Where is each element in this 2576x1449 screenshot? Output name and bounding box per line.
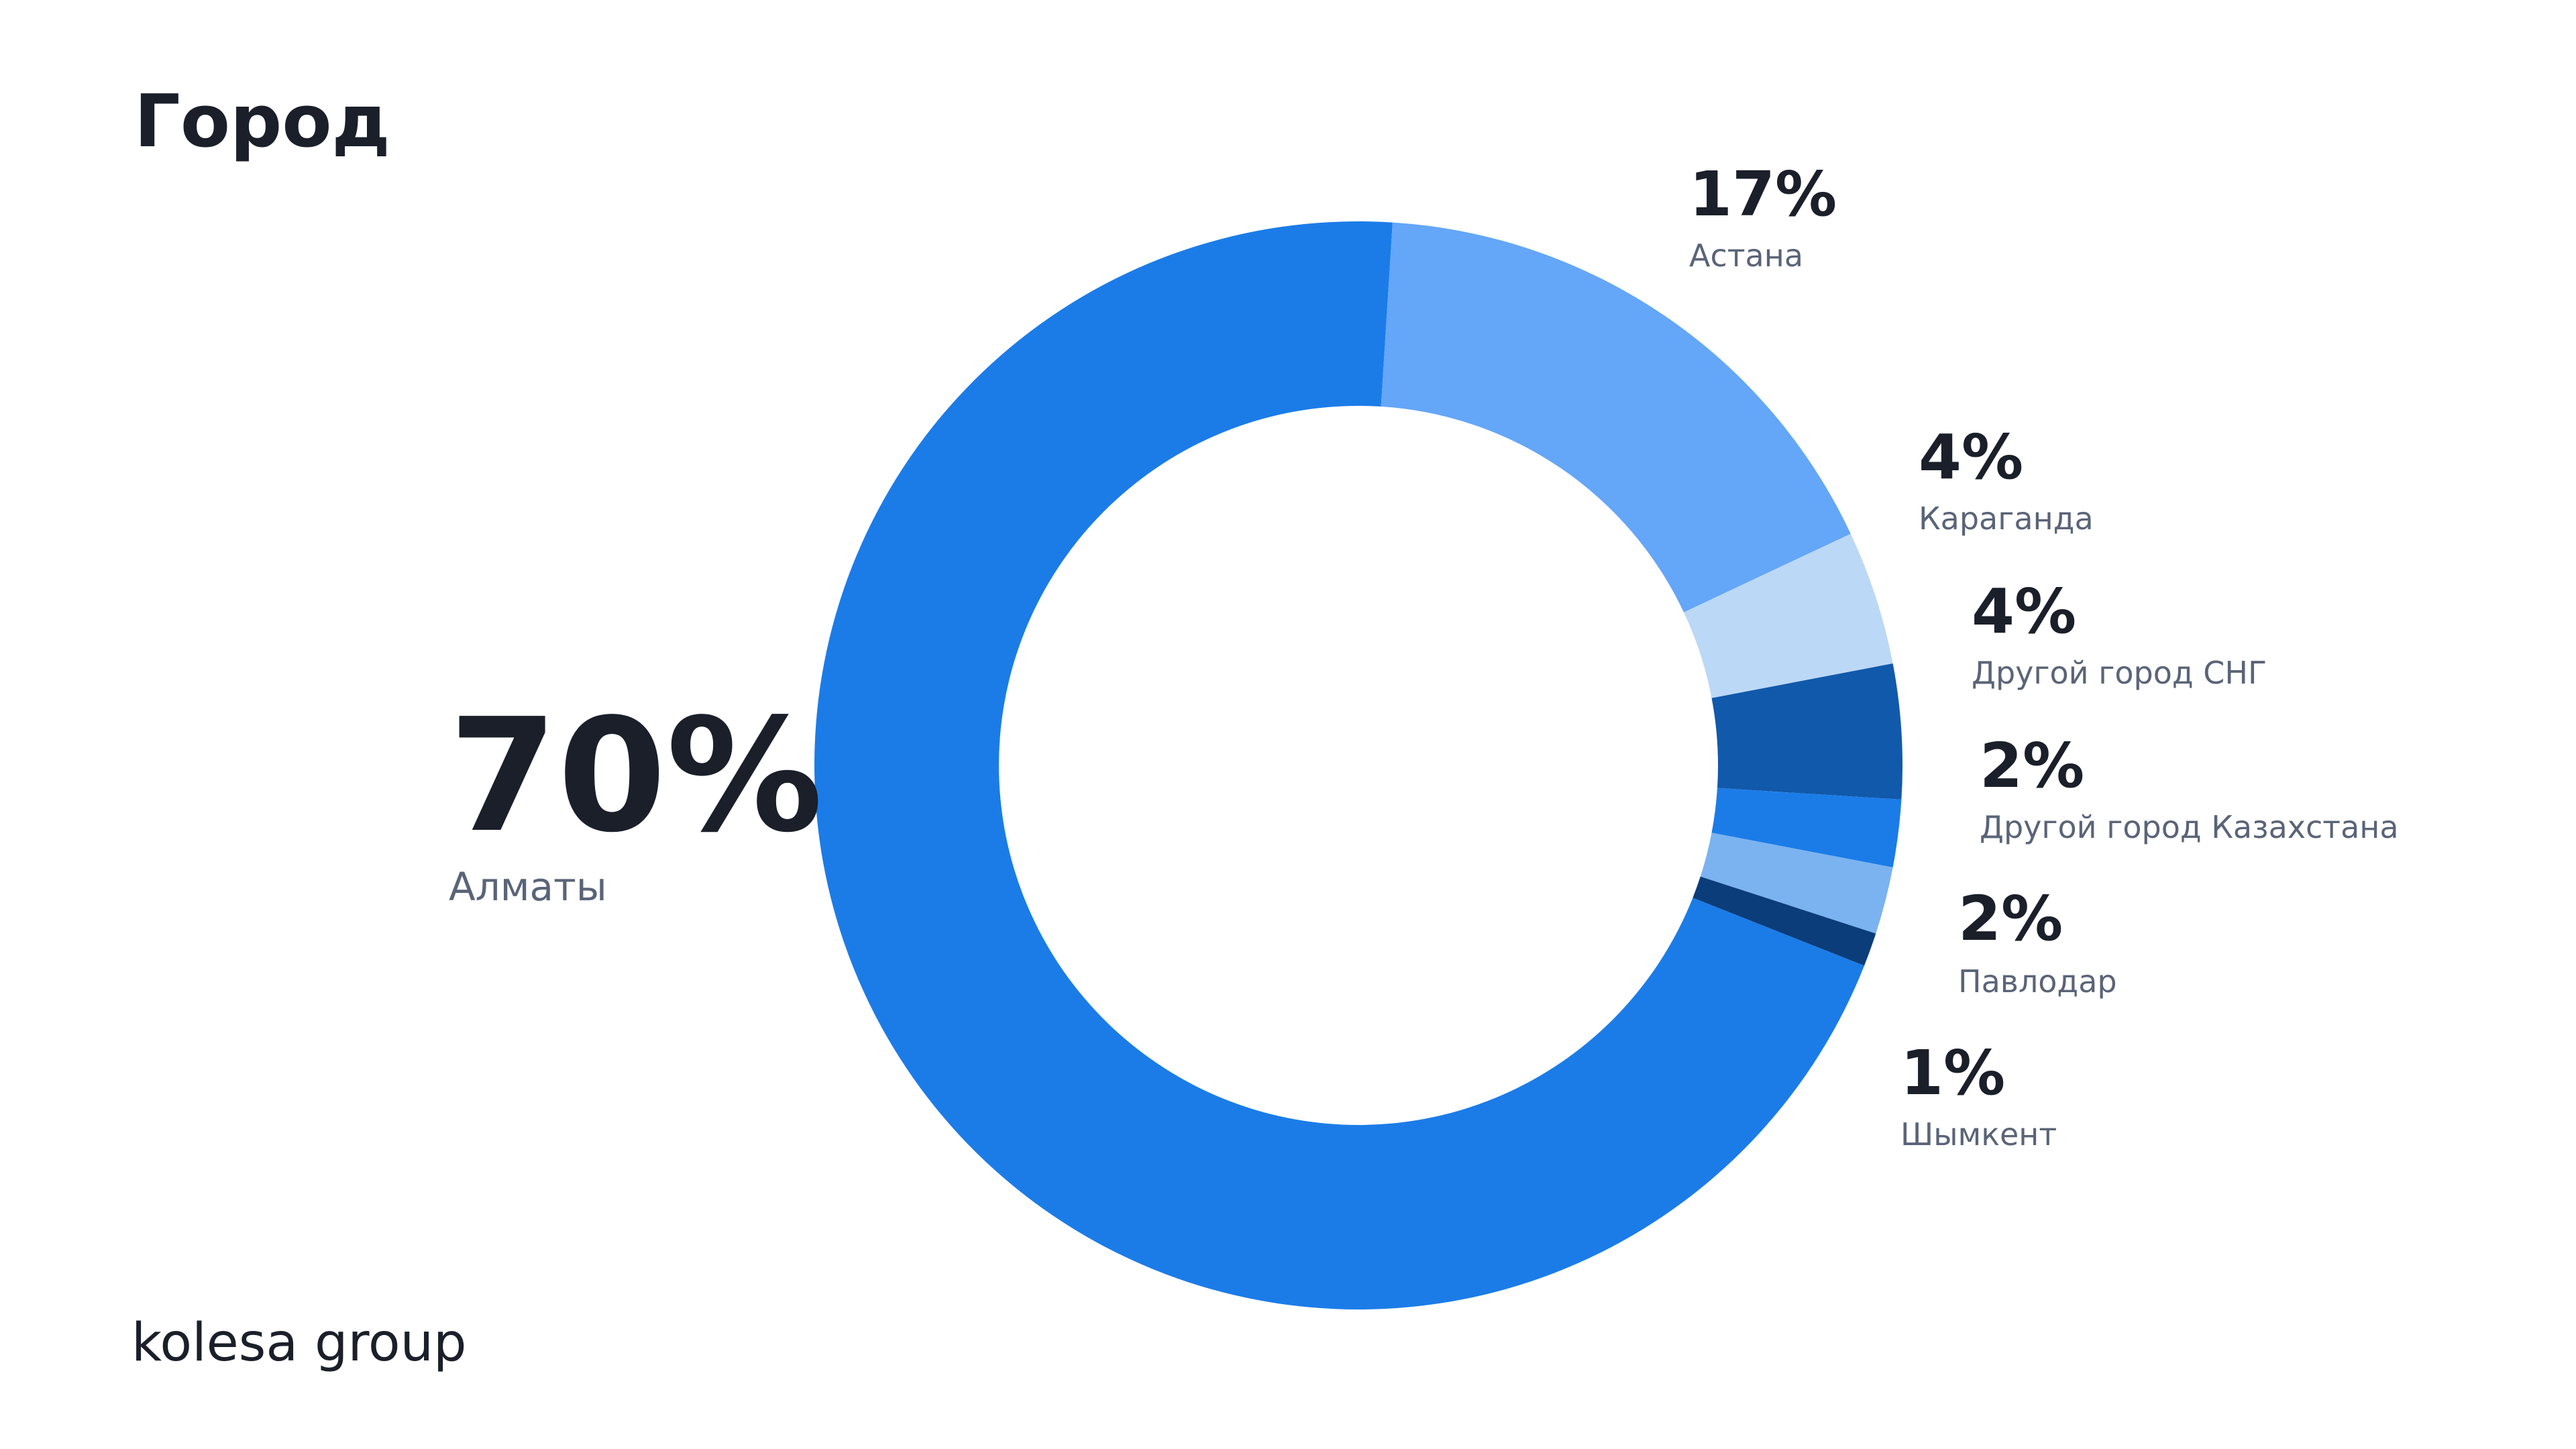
donut-segment [1711, 663, 1902, 800]
donut-segment [1381, 222, 1851, 612]
data-label: 17% [1689, 158, 1837, 230]
data-label: 4% [1919, 421, 2023, 493]
donut-segment [1700, 833, 1893, 934]
category-label: Другой город СНГ [1972, 655, 2267, 691]
category-label: Алматы [449, 864, 607, 910]
donut-segment [1683, 533, 1893, 698]
data-label: 1% [1900, 1037, 2005, 1109]
data-label: 70% [449, 685, 823, 867]
donut-segment [1693, 876, 1876, 966]
category-label: Павлодар [1958, 963, 2117, 1000]
data-label: 4% [1972, 576, 2076, 647]
chart-title: Город [134, 80, 390, 164]
data-label: 2% [1958, 883, 2063, 955]
category-label: Астана [1689, 237, 1803, 274]
brand-logo: kolesa group [131, 1313, 467, 1373]
category-label: Караганда [1919, 500, 2094, 537]
donut-segment [1711, 788, 1902, 867]
donut-segment [814, 221, 1865, 1310]
data-label: 2% [1980, 730, 2084, 802]
category-label: Другой город Казахстана [1980, 809, 2399, 845]
category-label: Шымкент [1900, 1116, 2057, 1152]
